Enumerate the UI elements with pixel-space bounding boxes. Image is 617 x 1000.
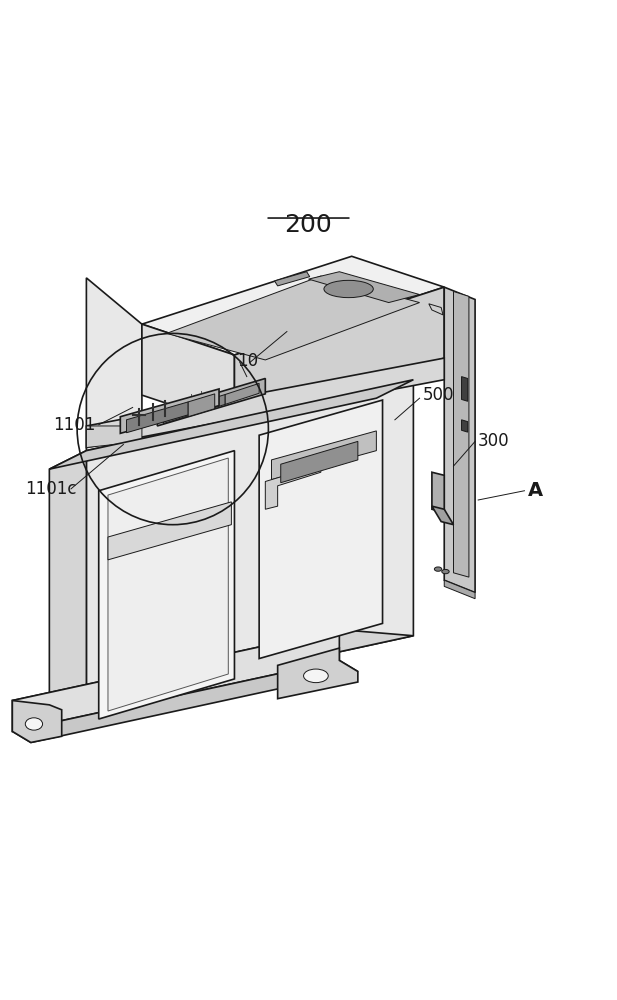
- Polygon shape: [108, 502, 231, 560]
- Text: 1101: 1101: [53, 416, 96, 434]
- Polygon shape: [281, 441, 358, 483]
- Polygon shape: [86, 278, 142, 580]
- Polygon shape: [188, 394, 215, 417]
- Polygon shape: [49, 380, 413, 469]
- Polygon shape: [126, 402, 188, 433]
- Polygon shape: [108, 458, 228, 711]
- Ellipse shape: [25, 718, 43, 730]
- Polygon shape: [142, 256, 444, 355]
- Polygon shape: [167, 276, 420, 360]
- Polygon shape: [142, 324, 234, 426]
- Ellipse shape: [442, 569, 449, 574]
- Polygon shape: [432, 506, 453, 525]
- Polygon shape: [453, 291, 469, 577]
- Polygon shape: [86, 380, 413, 707]
- Polygon shape: [444, 287, 475, 593]
- Polygon shape: [275, 272, 310, 286]
- Polygon shape: [99, 451, 234, 719]
- Polygon shape: [12, 701, 62, 742]
- Polygon shape: [86, 358, 444, 448]
- Ellipse shape: [324, 280, 373, 298]
- Polygon shape: [432, 472, 444, 512]
- Polygon shape: [271, 431, 376, 480]
- Polygon shape: [12, 630, 339, 731]
- Ellipse shape: [304, 669, 328, 683]
- Polygon shape: [120, 389, 219, 433]
- Polygon shape: [308, 272, 420, 303]
- Text: 10: 10: [238, 352, 259, 370]
- Polygon shape: [462, 420, 468, 432]
- Polygon shape: [225, 383, 259, 404]
- Polygon shape: [265, 465, 321, 509]
- Polygon shape: [444, 580, 475, 599]
- Polygon shape: [259, 400, 383, 659]
- Text: 500: 500: [423, 386, 454, 404]
- Text: A: A: [528, 481, 543, 500]
- Polygon shape: [86, 426, 142, 448]
- Polygon shape: [164, 394, 225, 423]
- Polygon shape: [157, 378, 265, 426]
- Polygon shape: [234, 287, 444, 426]
- Text: 200: 200: [284, 213, 333, 237]
- Polygon shape: [49, 451, 86, 723]
- Polygon shape: [278, 648, 358, 699]
- Ellipse shape: [434, 567, 442, 571]
- Polygon shape: [462, 377, 468, 401]
- Polygon shape: [12, 630, 413, 707]
- Text: 1101c: 1101c: [25, 480, 76, 498]
- Polygon shape: [12, 660, 358, 742]
- Text: 300: 300: [478, 432, 510, 450]
